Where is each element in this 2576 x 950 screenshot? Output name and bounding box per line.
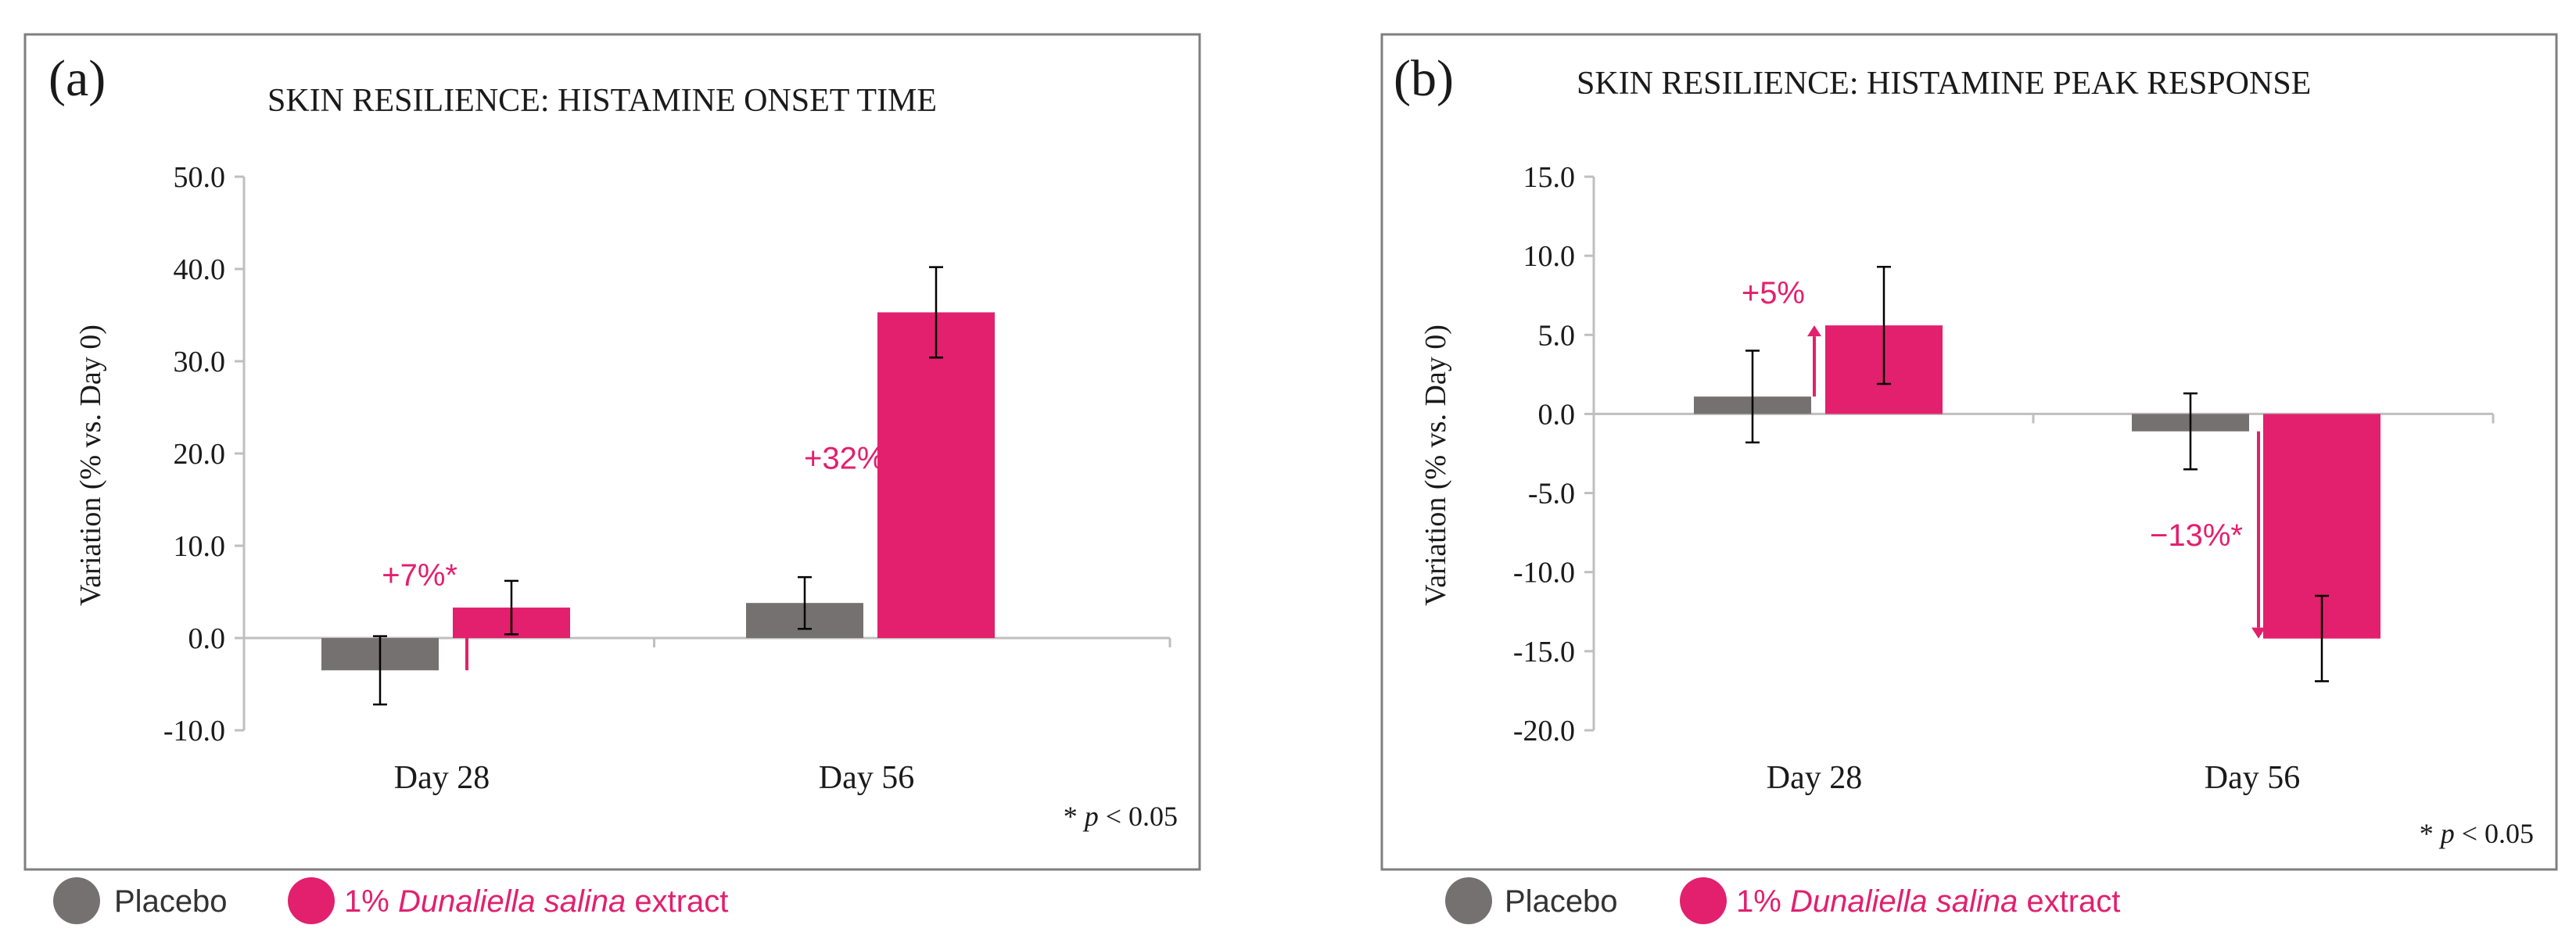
panel-b-change-label: +5% bbox=[1742, 276, 1805, 310]
panel-a-change-arrow-head bbox=[460, 608, 474, 619]
panel-b-y-tick-label: 0.0 bbox=[1538, 398, 1576, 431]
panel-b-category-label: Day 28 bbox=[1767, 760, 1862, 796]
panel-a-category-label: Day 56 bbox=[819, 760, 914, 796]
panel-b-y-tick-label: 15.0 bbox=[1523, 161, 1576, 194]
legend-b-extract-swatch bbox=[1680, 877, 1727, 924]
legend-b: Placebo 1% Dunaliella salina extract bbox=[1445, 877, 2120, 924]
panel-b-label: (b) bbox=[1394, 50, 1454, 107]
panel-b-ylabel: Variation (% vs. Day 0) bbox=[1419, 324, 1452, 606]
panel-b-footnote: * p < 0.05 bbox=[2420, 818, 2534, 849]
panel-a-y-tick-label: 20.0 bbox=[174, 438, 226, 471]
legend-b-placebo-label: Placebo bbox=[1505, 884, 1618, 919]
legend-b-extract-label: 1% Dunaliella salina extract bbox=[1736, 884, 2120, 919]
panel-a-plot: 50.0 40.0 30.0 20.0 10.0 0.0 -10.0 Day 28 Day 56… bbox=[163, 161, 1171, 796]
panel-a-ylabel: Variation (% vs. Day 0) bbox=[74, 324, 107, 606]
panel-a-y-tick-label: -10.0 bbox=[163, 715, 225, 747]
legend-a-placebo-swatch bbox=[53, 877, 100, 924]
panel-b-y-tick-label: 10.0 bbox=[1523, 240, 1576, 273]
panel-b-y-tick-label: -5.0 bbox=[1528, 478, 1575, 511]
panel-b-y-tick-label: 5.0 bbox=[1538, 319, 1576, 352]
panel-a-y-tick-label: 40.0 bbox=[174, 253, 226, 286]
panel-a-y-tick-label: 30.0 bbox=[174, 346, 226, 378]
panel-b-y-tick-label: -15.0 bbox=[1513, 636, 1575, 669]
panel-b-title: SKIN RESILIENCE: HISTAMINE PEAK RESPONSE bbox=[1577, 66, 2311, 102]
panel-a-y-tick-label: 0.0 bbox=[188, 622, 226, 655]
panel-b-category-label: Day 56 bbox=[2205, 760, 2300, 796]
panel-a-y-tick-label: 10.0 bbox=[174, 530, 226, 563]
panel-b-y-tick-label: -20.0 bbox=[1513, 715, 1575, 747]
panel-b-plot: 15.0 10.0 5.0 0.0 -5.0 -10.0 -15.0 -20.0 Day 28 D… bbox=[1513, 161, 2495, 796]
legend-a-placebo-label: Placebo bbox=[114, 884, 228, 919]
panel-b-change-arrow-head bbox=[2251, 627, 2266, 639]
panel-b-change-label: −13%* bbox=[2150, 518, 2243, 553]
panel-a-change-arrow-head bbox=[906, 312, 920, 324]
panel-a-footnote: * p < 0.05 bbox=[1064, 801, 1178, 832]
panel-a-label: (a) bbox=[48, 50, 106, 107]
panel-b-change-arrow-head bbox=[1807, 325, 1821, 337]
panel-a-title: SKIN RESILIENCE: HISTAMINE ONSET TIME bbox=[267, 83, 937, 119]
panel-a-bar-extract bbox=[877, 312, 995, 638]
panel-a-change-label: +32%* bbox=[804, 441, 897, 475]
legend-a: Placebo 1% Dunaliella salina extract bbox=[53, 877, 728, 924]
panel-a-frame bbox=[23, 33, 1201, 871]
legend-b-placebo-swatch bbox=[1445, 877, 1492, 924]
legend-a-extract-swatch bbox=[288, 877, 335, 924]
panel-a-change-label: +7%* bbox=[382, 558, 457, 593]
panel-a-y-tick-label: 50.0 bbox=[174, 161, 226, 194]
panel-a-category-label: Day 28 bbox=[394, 760, 490, 796]
legend-a-extract-label: 1% Dunaliella salina extract bbox=[344, 884, 728, 919]
panel-b-y-tick-label: -10.0 bbox=[1513, 557, 1575, 590]
